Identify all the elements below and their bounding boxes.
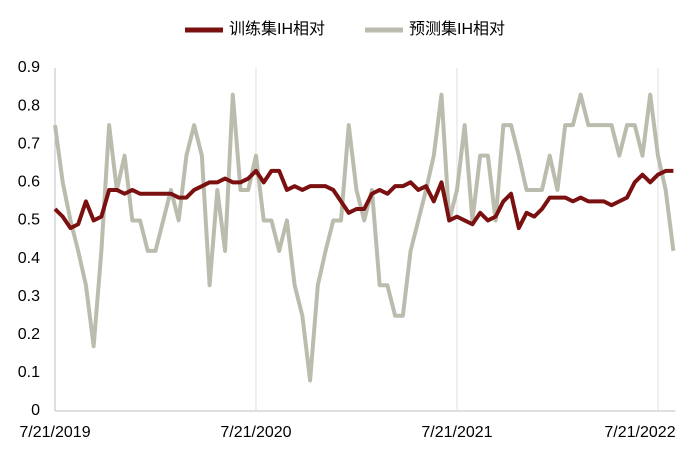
x-tick-label: 7/21/2020 <box>220 424 291 441</box>
legend-label: 预测集IH相对 <box>409 20 505 38</box>
x-tick-label: 7/21/2019 <box>19 424 90 441</box>
y-tick-label: 0.4 <box>18 250 40 267</box>
y-tick-label: 0.8 <box>18 97 40 114</box>
x-tick-label: 7/21/2021 <box>421 424 492 441</box>
y-tick-label: 0.7 <box>18 135 40 152</box>
y-tick-label: 0.9 <box>18 59 40 76</box>
legend-label: 训练集IH相对 <box>229 20 325 38</box>
y-tick-label: 0.6 <box>18 174 40 191</box>
x-tick-label: 7/21/2022 <box>604 424 675 441</box>
y-tick-label: 0.5 <box>18 212 40 229</box>
series-line <box>53 92 676 383</box>
y-tick-label: 0.1 <box>18 364 40 381</box>
y-tick-label: 0.2 <box>18 326 40 343</box>
y-tick-label: 0.3 <box>18 288 40 305</box>
series-line <box>53 168 674 231</box>
y-tick-label: 0 <box>31 402 40 419</box>
